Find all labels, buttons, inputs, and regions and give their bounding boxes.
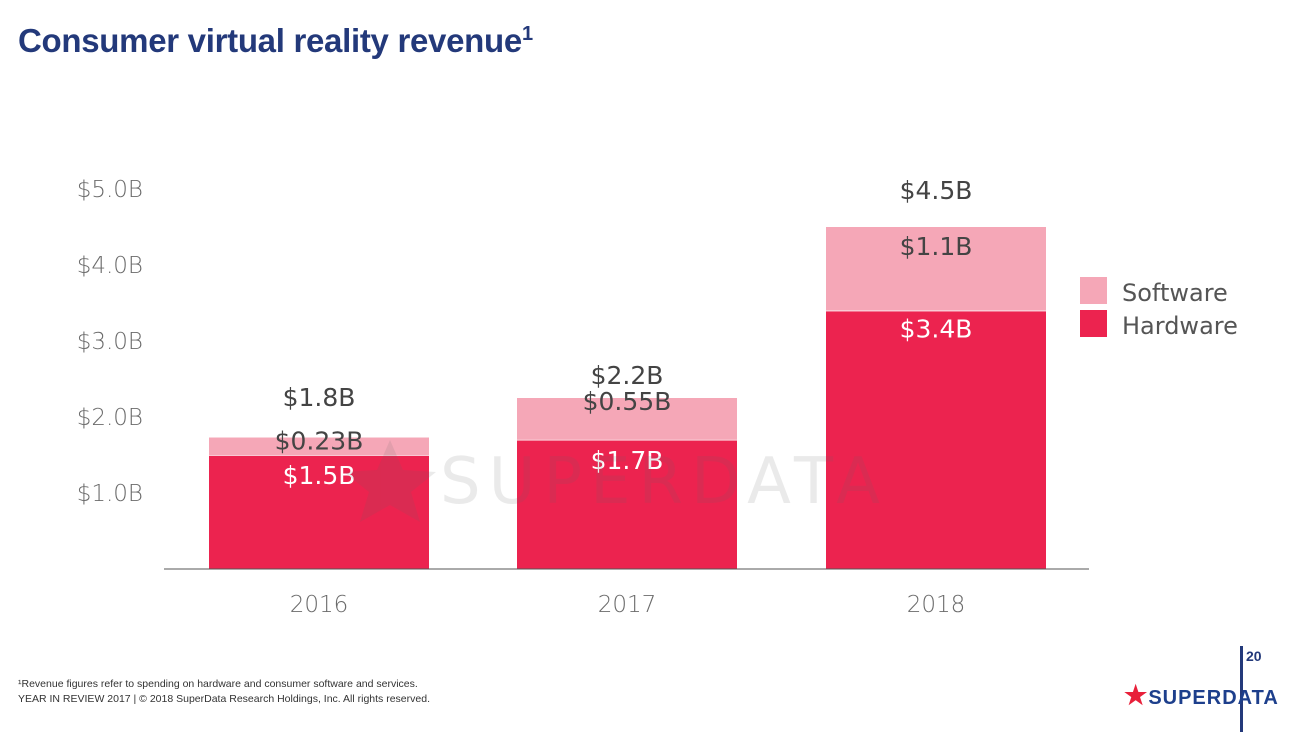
bar-hardware-2016 [209, 455, 429, 569]
footnote: ¹Revenue figures refer to spending on ha… [18, 677, 430, 707]
data-label-total: $2.2B [591, 361, 664, 390]
y-tick-label: $3.0B [77, 329, 143, 355]
footer-copyright: YEAR IN REVIEW 2017 | © 2018 SuperData R… [18, 693, 430, 705]
y-tick-label: $5.0B [77, 177, 143, 203]
superdata-watermark: SUPERDATA [344, 440, 888, 522]
legend-swatch-software [1080, 277, 1107, 304]
watermark-text: SUPERDATA [440, 445, 888, 519]
data-label-hardware: $1.5B [283, 461, 356, 490]
logo-mark-icon: ★ [1124, 680, 1149, 710]
legend-label-software: Software [1122, 279, 1228, 307]
page-number: 20 [1246, 648, 1262, 664]
bar-hardware-2018 [826, 310, 1046, 569]
data-label-software: $0.55B [583, 387, 672, 416]
x-tick-label: 2018 [907, 592, 966, 618]
data-label-hardware: $1.7B [591, 446, 664, 475]
legend-swatch-hardware [1080, 310, 1107, 337]
data-label-software: $1.1B [900, 232, 973, 261]
x-tick-label: 2017 [598, 592, 657, 618]
superdata-logo: ★SUPERDATA [1124, 680, 1279, 711]
title-text: Consumer virtual reality revenue [18, 22, 522, 59]
watermark-star-icon [344, 440, 436, 522]
title-footnote-marker: 1 [521, 23, 533, 45]
y-tick-label: $4.0B [77, 253, 143, 279]
bar-software-2018 [826, 227, 1046, 311]
data-label-total: $4.5B [900, 176, 973, 205]
bar-software-2017 [517, 398, 737, 440]
footnote-text: ¹Revenue figures refer to spending on ha… [18, 678, 418, 690]
legend-label-hardware: Hardware [1122, 312, 1238, 340]
y-tick-label: $2.0B [77, 405, 143, 431]
bar-hardware-2017 [517, 439, 737, 569]
logo-text: SUPERDATA [1148, 687, 1279, 709]
page-divider [1240, 646, 1243, 732]
y-tick-label: $1.0B [77, 481, 143, 507]
x-tick-label: 2016 [290, 592, 349, 618]
page-title: Consumer virtual reality revenue1 [18, 22, 533, 60]
bar-software-2016 [209, 437, 429, 455]
data-label-total: $1.8B [283, 383, 356, 412]
data-label-software: $0.23B [275, 427, 364, 456]
data-label-hardware: $3.4B [900, 315, 973, 344]
